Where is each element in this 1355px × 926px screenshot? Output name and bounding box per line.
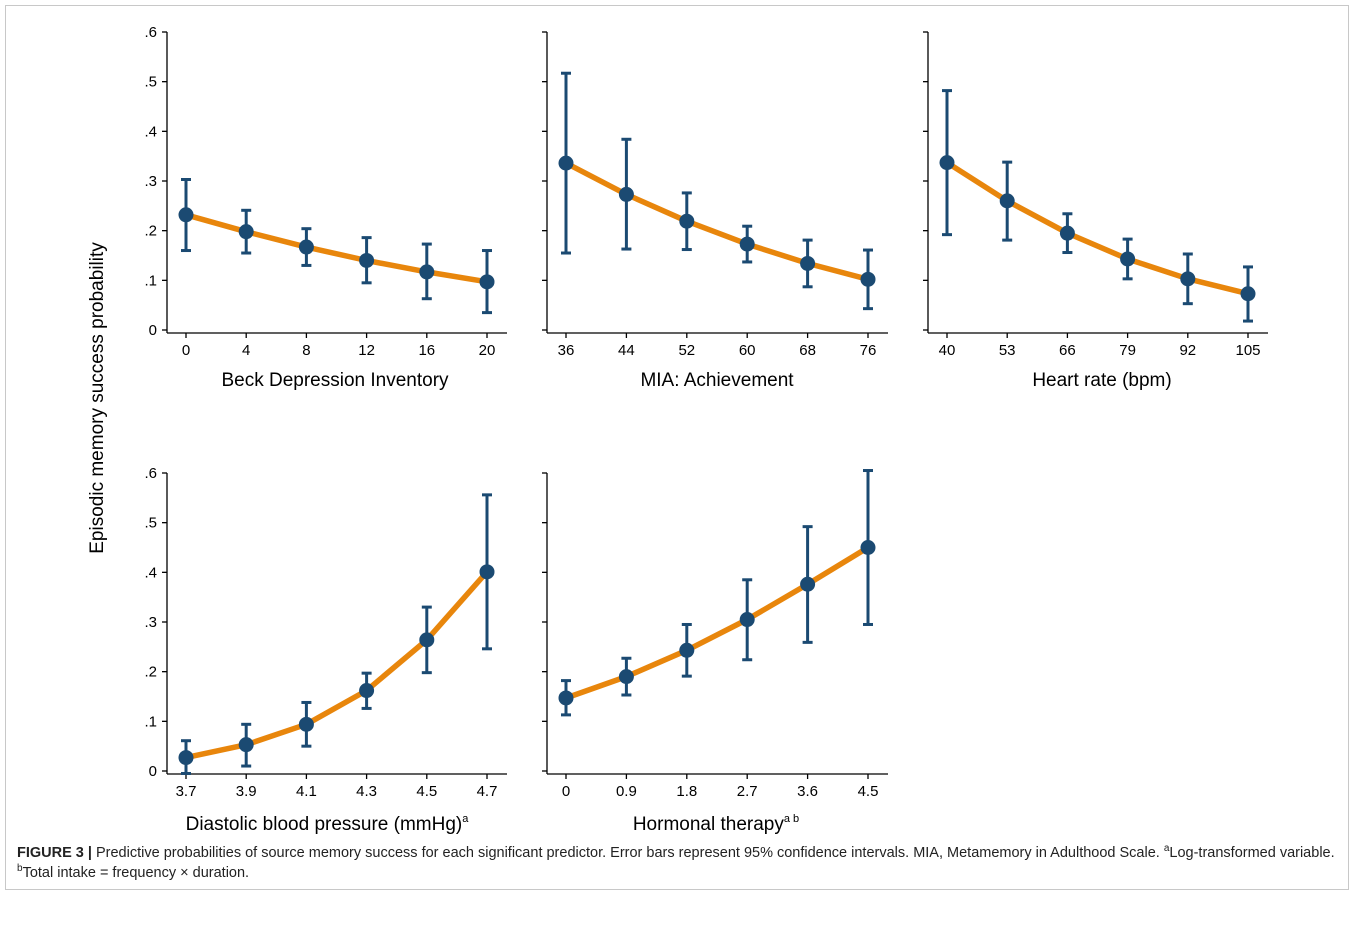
panel-4-y-tick-label: .5 — [144, 515, 157, 532]
panel-4-y-tick-label: .3 — [144, 614, 157, 631]
panel-4-y-tick-label: .6 — [144, 465, 157, 482]
panel-4-y-tick-label: .2 — [144, 664, 157, 681]
caption-note-a-marker: a — [1163, 843, 1170, 855]
caption-note-b-text: Total intake = frequency × duration. — [22, 865, 250, 881]
panel-2-data-point — [739, 236, 755, 252]
panel-2-x-tick-label: 36 — [558, 342, 575, 359]
panel-1-data-point — [419, 264, 435, 280]
shared-y-axis-label: Episodic memory success probability — [87, 242, 108, 554]
panel-2-data-point — [679, 213, 695, 229]
panel-4-x-tick-label: 4.5 — [416, 783, 437, 800]
panel-2-series-line — [563, 160, 871, 283]
panel-1-x-tick-label: 4 — [242, 342, 250, 359]
panel-4-x-tick-label: 3.9 — [236, 783, 257, 800]
panel-3-x-tick-label: 92 — [1179, 342, 1196, 359]
panel-3-x-tick-label: 40 — [939, 342, 956, 359]
panel-3-data-point — [939, 155, 955, 171]
panel-4-series-line — [183, 569, 490, 761]
panel-4-x-tick-label: 3.7 — [176, 783, 197, 800]
panel-4-y-tick-label: .1 — [144, 713, 157, 730]
panel-5-x-tick-label: 2.7 — [737, 783, 758, 800]
panel-1-y-tick-label: .1 — [144, 272, 157, 289]
panel-3-data-point — [1180, 271, 1196, 287]
panel-5-x-tick-label: 0 — [562, 783, 570, 800]
panel-3-data-point — [1059, 225, 1075, 241]
panel-4-y-tick-label: .4 — [144, 564, 157, 581]
panel-5-data-point — [558, 690, 574, 706]
panel-4-x-tick-label: 4.7 — [477, 783, 498, 800]
panel-1-x-tick-label: 0 — [182, 342, 190, 359]
caption-label: FIGURE 3 | — [17, 845, 92, 861]
caption-text: Predictive probabilities of source memor… — [91, 845, 1164, 861]
panel-4-y-tick-label: 0 — [149, 763, 157, 780]
panel-5-data-point — [860, 540, 876, 555]
panel-2-data-point — [558, 155, 574, 171]
panel-4-data-point — [359, 683, 375, 699]
panel-2-x-tick-label: 76 — [860, 342, 877, 359]
panel-4-x-tick-label: 4.1 — [296, 783, 317, 800]
caption-note-b-marker: b — [17, 863, 23, 875]
figure-caption: FIGURE 3 | Predictive probabilities of s… — [17, 843, 1337, 883]
panel-5-x-tick-label: 0.9 — [616, 783, 637, 800]
figure-frame — [5, 5, 1349, 890]
panel-1-y-tick-label: 0 — [149, 322, 157, 339]
panel-5-x-axis-label: Hormonal therapya b — [633, 813, 799, 835]
panel-4-data-point — [479, 564, 495, 580]
panel-3-x-tick-label: 105 — [1235, 342, 1260, 359]
panel-4-data-point — [419, 632, 435, 648]
panel-2-data-point — [800, 255, 816, 271]
panel-4-x-axis-label-superscript: a — [462, 813, 469, 825]
panel-2-x-tick-label: 52 — [678, 342, 695, 359]
panel-1-y-tick-label: .3 — [144, 173, 157, 190]
panel-4-data-point — [298, 716, 314, 732]
panel-1-x-tick-label: 8 — [302, 342, 310, 359]
panel-1-data-point — [479, 274, 495, 290]
panel-1-series-line — [183, 212, 490, 285]
panel-5-data-point — [679, 642, 695, 658]
panel-5-x-tick-label: 3.6 — [797, 783, 818, 800]
panel-2-data-point — [618, 186, 634, 202]
panel-3-data-point — [1240, 286, 1256, 302]
panel-1-y-tick-label: .2 — [144, 223, 157, 240]
panel-3-x-tick-label: 53 — [999, 342, 1016, 359]
panel-1-data-point — [238, 224, 254, 240]
panel-3-series-line — [944, 159, 1251, 297]
panel-4-data-point — [178, 750, 194, 766]
panel-2-data-point — [860, 271, 876, 287]
panel-1-y-tick-label: .4 — [144, 123, 157, 140]
panel-4-data-point — [238, 737, 254, 753]
panel-2-x-tick-label: 44 — [618, 342, 635, 359]
panel-5-x-tick-label: 4.5 — [858, 783, 879, 800]
panel-1-data-point — [359, 252, 375, 268]
panel-3-x-axis-label: Heart rate (bpm) — [1032, 370, 1171, 391]
panel-3-x-tick-label: 66 — [1059, 342, 1076, 359]
panel-5-data-point — [739, 612, 755, 628]
panel-2-x-tick-label: 60 — [739, 342, 756, 359]
panel-5-x-axis-label-superscript: a b — [784, 813, 799, 825]
panel-5-data-point — [800, 576, 816, 592]
panel-1-data-point — [298, 239, 314, 255]
panel-2-x-tick-label: 68 — [799, 342, 816, 359]
panel-1-x-axis-label: Beck Depression Inventory — [221, 370, 449, 391]
panel-4-x-axis-label: Diastolic blood pressure (mmHg)a — [186, 813, 470, 835]
panel-3-data-point — [1120, 251, 1136, 267]
panel-5-x-tick-label: 1.8 — [676, 783, 697, 800]
panel-3-data-point — [999, 193, 1015, 209]
panel-5-data-point — [618, 669, 634, 685]
caption-note-a-text: Log-transformed variable. — [1169, 845, 1335, 861]
panel-4-x-tick-label: 4.3 — [356, 783, 377, 800]
panel-1-y-tick-label: .6 — [144, 24, 157, 41]
panel-1-data-point — [178, 207, 194, 223]
panel-2-x-axis-label: MIA: Achievement — [640, 370, 794, 391]
panel-1-x-tick-label: 12 — [358, 342, 375, 359]
panel-5-series-line — [563, 544, 871, 701]
panel-1-x-tick-label: 20 — [479, 342, 496, 359]
figure-panels: Episodic memory success probability 0 .1.… — [87, 24, 1268, 835]
panel-3-x-tick-label: 79 — [1119, 342, 1136, 359]
panel-1-x-tick-label: 16 — [418, 342, 435, 359]
panel-1-y-tick-label: .5 — [144, 74, 157, 91]
